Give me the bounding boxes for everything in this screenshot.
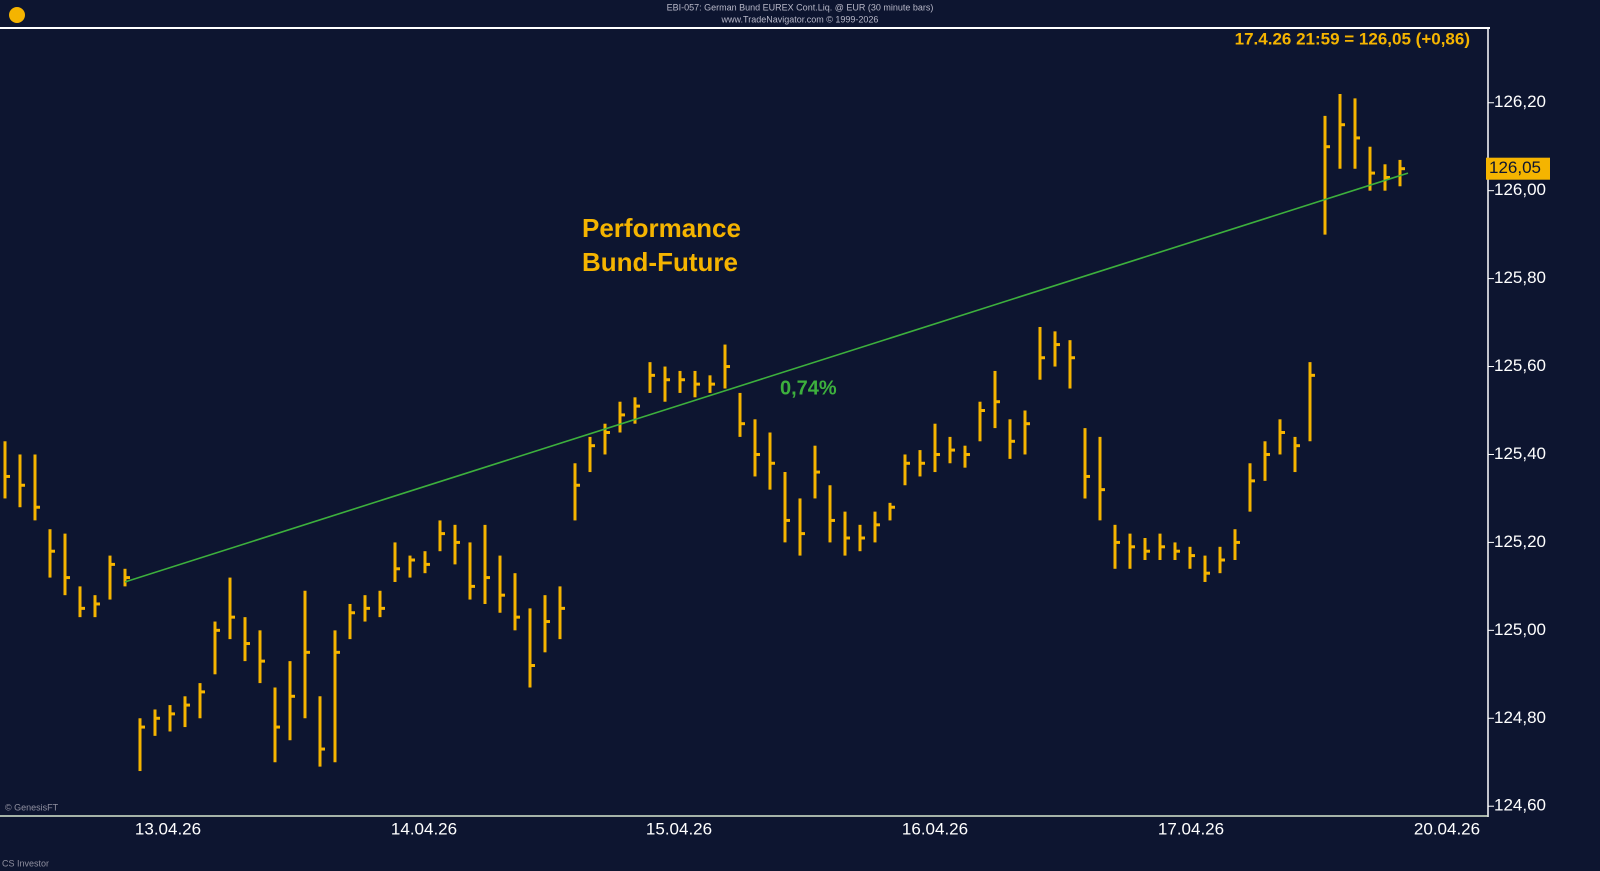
chart-subtitle: www.TradeNavigator.com © 1999-2026 xyxy=(721,14,879,24)
last-price-box xyxy=(1486,157,1550,180)
x-tick-label: 15.04.26 xyxy=(646,819,712,838)
trend-line xyxy=(124,172,1409,583)
y-tick-label: 124,80 xyxy=(1494,708,1546,727)
header-quote: 17.4.26 21:59 = 126,05 (+0,86) xyxy=(1235,29,1470,48)
y-tick-label: 126,00 xyxy=(1494,180,1546,199)
x-tick-label: 16.04.26 xyxy=(902,819,968,838)
chart-title: EBI-057: German Bund EUREX Cont.Liq. @ E… xyxy=(667,2,934,12)
x-tick-label: 17.04.26 xyxy=(1158,819,1224,838)
y-tick-label: 125,00 xyxy=(1494,620,1546,639)
annotation: Performance Bund-Future xyxy=(582,213,741,277)
y-tick-label: 125,40 xyxy=(1494,444,1546,463)
y-tick-label: 124,60 xyxy=(1494,796,1546,815)
y-tick-label: 125,20 xyxy=(1494,532,1546,551)
y-tick-label: 125,80 xyxy=(1494,268,1546,287)
logo xyxy=(9,7,25,23)
x-tick-label: 14.04.26 xyxy=(391,819,457,838)
x-tick-label: 20.04.26 xyxy=(1414,819,1480,838)
last-price-label: 126,05 xyxy=(1489,158,1541,177)
footer: CS Investor xyxy=(2,858,49,868)
trend-label: 0,74% xyxy=(780,377,837,399)
y-tick-label: 126,20 xyxy=(1494,92,1546,111)
x-tick-label: 13.04.26 xyxy=(135,819,201,838)
y-tick-label: 125,60 xyxy=(1494,356,1546,375)
credit: © GenesisFT xyxy=(5,802,59,812)
